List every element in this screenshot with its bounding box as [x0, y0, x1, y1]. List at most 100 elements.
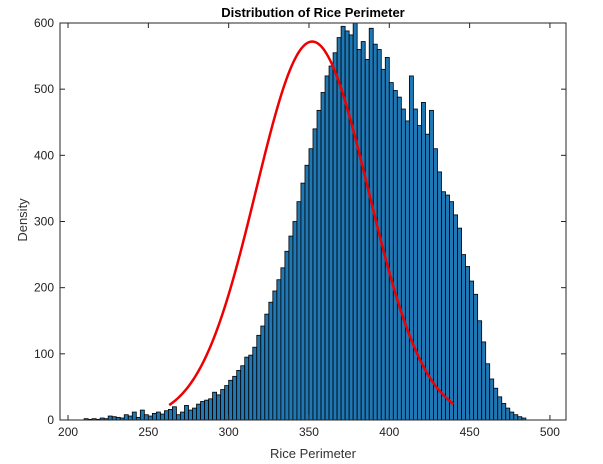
histogram-bar: [248, 354, 254, 421]
histogram-bar: [264, 313, 270, 421]
histogram-bar: [127, 415, 133, 421]
histogram-bar: [473, 293, 479, 421]
histogram-bar: [461, 254, 467, 421]
histogram-bar: [396, 96, 402, 421]
histogram-bar: [372, 43, 378, 421]
histogram-bar: [212, 391, 218, 421]
histogram-bar: [236, 369, 242, 421]
histogram-bar: [384, 57, 390, 421]
histogram-bar: [260, 325, 266, 421]
histogram-bar: [417, 125, 422, 421]
histogram-bar: [316, 109, 322, 421]
histogram-bar: [252, 346, 258, 421]
histogram-bar: [445, 194, 450, 421]
histogram-bar: [272, 290, 278, 421]
x-tick-label: 450: [460, 425, 480, 439]
histogram-bar: [441, 191, 446, 421]
histogram-bar: [276, 279, 282, 421]
histogram-bar: [497, 396, 503, 421]
histogram-bar: [224, 385, 230, 421]
histogram-bar: [364, 58, 370, 421]
histogram-bar: [477, 320, 483, 421]
histogram-bar: [328, 65, 334, 421]
histogram-bar: [453, 214, 458, 421]
histogram-bar: [300, 182, 306, 421]
histogram-bar: [164, 410, 169, 421]
histogram-bar: [485, 363, 491, 421]
histogram-bar: [360, 41, 366, 421]
y-tick-label: 0: [47, 413, 54, 427]
histogram-bar: [159, 413, 165, 421]
histogram-bar: [400, 108, 406, 421]
y-tick-label: 200: [34, 281, 54, 295]
histogram-bar: [240, 365, 246, 421]
histogram-bar: [412, 108, 418, 421]
y-tick-label: 500: [34, 82, 54, 96]
chart-title: Distribution of Rice Perimeter: [221, 5, 404, 20]
histogram-bar: [216, 394, 222, 421]
histogram-bar: [433, 148, 438, 421]
histogram-bar: [449, 201, 454, 421]
histogram-bar: [232, 375, 238, 421]
histogram-bar: [280, 267, 286, 421]
x-tick-label: 400: [379, 425, 399, 439]
histogram-bar: [392, 90, 398, 421]
histogram-bar: [204, 399, 209, 421]
histogram-bar: [176, 414, 181, 421]
histogram-bar: [404, 120, 410, 421]
histogram-bar: [123, 414, 129, 421]
histogram-bar: [188, 409, 193, 421]
histogram-bar: [421, 102, 426, 421]
x-tick-label: 200: [58, 425, 78, 439]
x-tick-label: 500: [540, 425, 560, 439]
histogram-bar: [208, 398, 214, 421]
histogram-bar: [332, 52, 338, 421]
normal-fit-curve: [168, 40, 455, 407]
x-tick-label: 350: [299, 425, 319, 439]
y-tick-label: 300: [34, 215, 54, 229]
x-tick-label: 300: [219, 425, 239, 439]
histogram-bar: [336, 37, 342, 421]
y-tick-label: 400: [34, 148, 54, 162]
histogram-bar: [168, 409, 173, 421]
histogram-bar: [408, 75, 414, 421]
y-tick-label: 600: [34, 16, 54, 30]
histogram-bar: [172, 406, 177, 421]
histogram-bar: [196, 403, 201, 421]
histogram-bar: [200, 401, 205, 421]
histogram-bar: [469, 280, 475, 421]
histogram-bar: [308, 148, 314, 421]
histogram-bar: [220, 389, 226, 421]
y-axis-ticks: 0 100 200 300 400 500 600: [34, 16, 566, 427]
histogram-bar: [489, 378, 495, 421]
histogram-bar: [465, 266, 471, 421]
histogram-bar: [292, 221, 298, 421]
histogram-bar: [143, 414, 149, 421]
x-axis-label: Rice Perimeter: [270, 446, 357, 461]
histogram-bar: [151, 412, 157, 421]
histogram-bar: [340, 25, 346, 421]
histogram-bar: [493, 387, 499, 421]
histogram-bar: [388, 82, 394, 421]
histogram-bar: [356, 49, 362, 421]
histogram-bar: [429, 109, 434, 421]
x-tick-label: 250: [138, 425, 158, 439]
histogram-bar: [509, 411, 515, 421]
histogram-bar: [437, 171, 442, 421]
histogram-bar: [501, 403, 507, 421]
histogram-bar: [344, 30, 350, 421]
histogram-bar: [324, 75, 330, 421]
histogram-bar: [256, 334, 262, 421]
histogram-bar: [139, 409, 145, 421]
histogram-bar: [296, 201, 302, 421]
histogram-bar: [268, 301, 274, 421]
histogram-bar: [180, 411, 185, 421]
histogram-bar: [228, 379, 234, 421]
histogram-bar: [184, 405, 189, 421]
histogram-bar: [481, 341, 487, 421]
histogram-bar: [107, 415, 113, 421]
y-tick-label: 100: [34, 347, 54, 361]
histogram-bar: [131, 411, 137, 421]
histogram-bar: [312, 128, 318, 421]
histogram-bar: [244, 356, 250, 421]
